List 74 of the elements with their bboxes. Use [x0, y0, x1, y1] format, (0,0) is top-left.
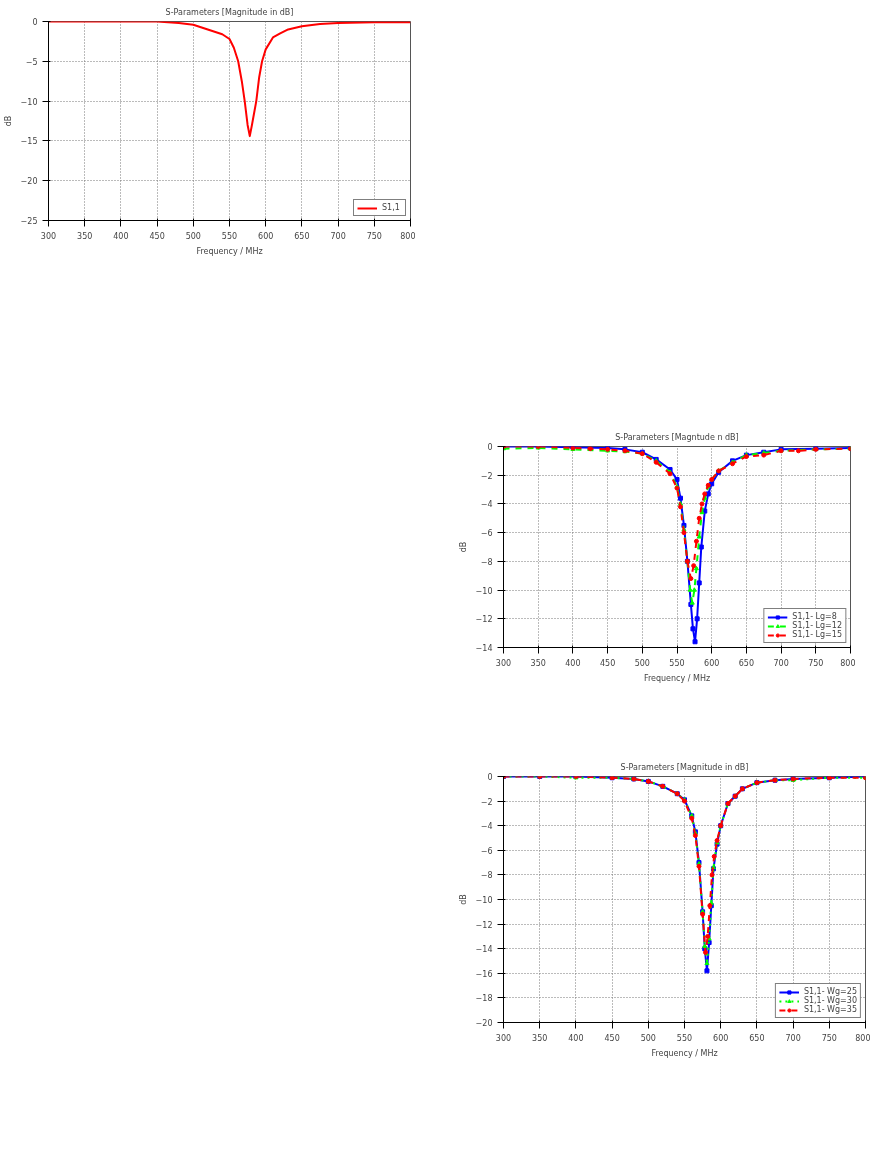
x-tick-label: 800	[840, 658, 856, 668]
y-tick-label: −20	[20, 177, 38, 187]
x-tick-label: 500	[185, 231, 201, 241]
x-axis-title: Frequency / MHz	[651, 1048, 718, 1058]
x-tick-label: 300	[40, 231, 57, 241]
y-tick-label: −12	[475, 615, 493, 625]
x-tick-label: 750	[366, 231, 382, 241]
x-tick-label: 800	[855, 1033, 871, 1043]
x-tick-label: 400	[568, 1033, 584, 1043]
y-tick-label: −14	[475, 644, 493, 653]
y-tick-label: −8	[480, 871, 493, 881]
y-tick-label: −4	[480, 822, 493, 832]
legend-label: S1,1	[382, 203, 401, 212]
x-tick-label: 700	[785, 1033, 801, 1043]
x-tick-label: 350	[532, 1033, 548, 1043]
chart-title: S-Parameters [Magntude n dB]	[615, 432, 739, 442]
y-tick-label: −4	[480, 500, 493, 510]
x-tick-label: 550	[669, 658, 685, 668]
chart-title: S-Parameters [Magnitude in dB]	[165, 7, 294, 17]
y-tick-label: −2	[480, 797, 493, 807]
y-axis-title: dB	[458, 894, 468, 905]
x-tick-label: 750	[821, 1033, 837, 1043]
y-tick-label: 0	[32, 18, 38, 27]
legend-label: S1,1- Lg=15	[792, 630, 842, 639]
x-axis-title: Frequency / MHz	[196, 246, 263, 256]
y-tick-label: 0	[487, 773, 493, 782]
y-tick-label: −25	[20, 217, 38, 226]
y-tick-label: −12	[475, 920, 493, 930]
y-tick-label: −18	[475, 994, 493, 1004]
x-tick-label: 650	[294, 231, 310, 241]
y-tick-label: −10	[20, 97, 38, 107]
y-axis-title: dB	[458, 541, 468, 553]
x-tick-label: 600	[704, 658, 720, 668]
y-tick-label: −5	[25, 57, 38, 67]
y-tick-label: −16	[475, 969, 493, 979]
y-tick-label: −10	[475, 586, 493, 596]
x-tick-label: 800	[400, 231, 416, 241]
x-tick-label: 650	[749, 1033, 765, 1043]
x-tick-label: 300	[495, 658, 512, 668]
y-tick-label: −6	[480, 846, 493, 856]
legend-label: S1,1- Wg=30	[803, 996, 857, 1005]
x-tick-label: 600	[258, 231, 274, 241]
x-tick-label: 450	[149, 231, 165, 241]
x-tick-label: 300	[495, 1033, 512, 1043]
legend-label: S1,1- Wg=35	[803, 1005, 857, 1014]
x-tick-label: 750	[808, 658, 824, 668]
y-tick-label: −6	[480, 529, 493, 539]
x-tick-label: 500	[640, 1033, 656, 1043]
y-tick-label: −10	[475, 896, 493, 905]
x-tick-label: 350	[77, 231, 93, 241]
x-tick-label: 600	[713, 1033, 729, 1043]
x-tick-label: 450	[599, 658, 616, 668]
y-tick-label: −15	[20, 137, 38, 147]
x-tick-label: 550	[676, 1033, 693, 1043]
y-tick-label: 0	[487, 443, 493, 452]
y-tick-label: −8	[480, 557, 493, 567]
legend-label: S1,1- Lg=12	[792, 621, 842, 630]
x-tick-label: 700	[330, 231, 346, 241]
y-tick-label: −14	[475, 945, 493, 955]
legend-label: S1,1- Lg=8	[792, 612, 837, 621]
y-tick-label: −2	[480, 471, 493, 481]
x-tick-label: 700	[773, 658, 789, 668]
x-tick-label: 500	[634, 658, 650, 668]
x-axis-title: Frequency / MHz	[643, 673, 711, 683]
x-tick-label: 550	[221, 231, 238, 241]
x-tick-label: 350	[530, 658, 546, 668]
x-tick-label: 650	[738, 658, 755, 668]
x-tick-label: 400	[113, 231, 129, 241]
x-tick-label: 450	[604, 1033, 620, 1043]
y-tick-label: −20	[475, 1019, 493, 1028]
y-axis-title: dB	[3, 115, 13, 127]
x-tick-label: 400	[565, 658, 581, 668]
legend-label: S1,1- Wg=25	[803, 987, 857, 996]
chart-title: S-Parameters [Magnitude in dB]	[620, 762, 749, 772]
